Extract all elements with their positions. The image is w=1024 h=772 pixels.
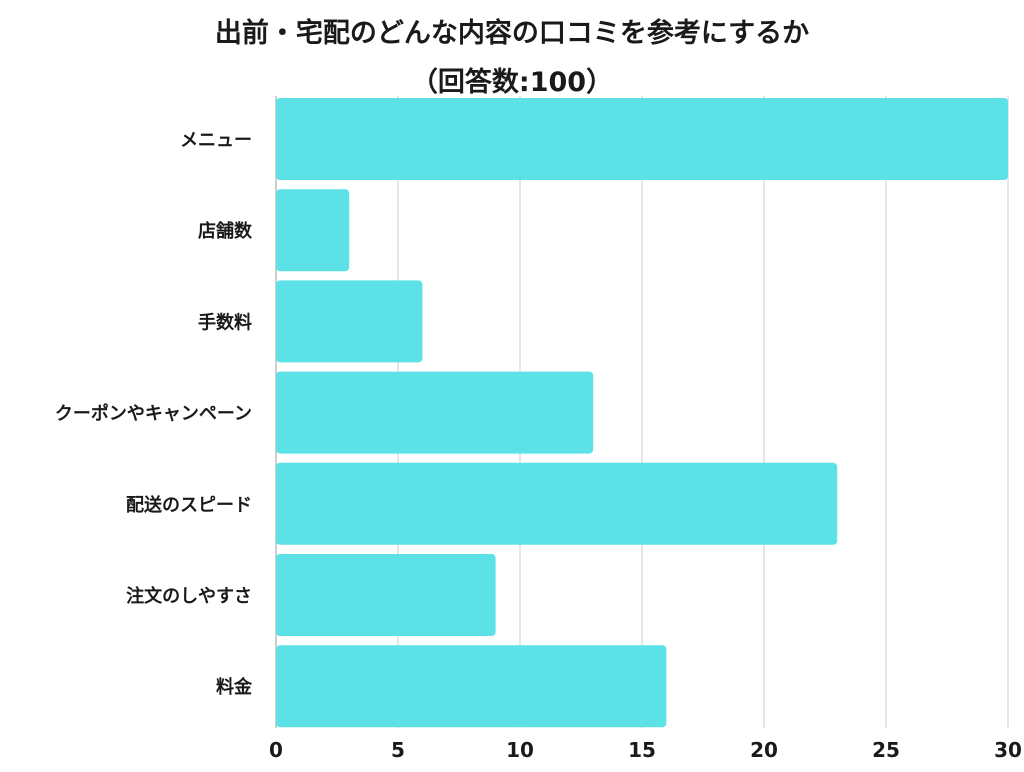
- category-label: 店舗数: [198, 220, 253, 242]
- x-tick-label: 0: [269, 738, 283, 762]
- category-label: メニュー: [180, 130, 252, 151]
- category-label: 注文のしやすさ: [126, 585, 252, 607]
- bar-6: [276, 645, 667, 728]
- bar-2: [276, 280, 423, 363]
- x-tick-label: 10: [506, 738, 534, 762]
- category-label: クーポンやキャンペーン: [55, 403, 252, 425]
- x-axis-tick-labels: 0 5 10 15 20 25 30: [269, 738, 1022, 762]
- x-tick-label: 5: [391, 738, 405, 762]
- category-label: 手数料: [198, 311, 252, 333]
- bar-4: [276, 462, 838, 545]
- chart-subtitle: （回答数:100）: [411, 66, 613, 98]
- bar-0: [276, 98, 1008, 180]
- x-tick-label: 30: [994, 738, 1022, 762]
- x-tick-label: 25: [872, 738, 900, 762]
- x-tick-label: 15: [628, 738, 656, 762]
- category-label: 料金: [216, 676, 253, 698]
- bars: [276, 98, 1008, 728]
- x-tick-label: 20: [750, 738, 778, 762]
- category-label: 配送のスピード: [126, 494, 252, 516]
- chart-title: 出前・宅配のどんな内容の口コミを参考にするか: [215, 17, 809, 49]
- bar-1: [276, 189, 350, 272]
- bar-3: [276, 371, 594, 454]
- bar-5: [276, 554, 496, 636]
